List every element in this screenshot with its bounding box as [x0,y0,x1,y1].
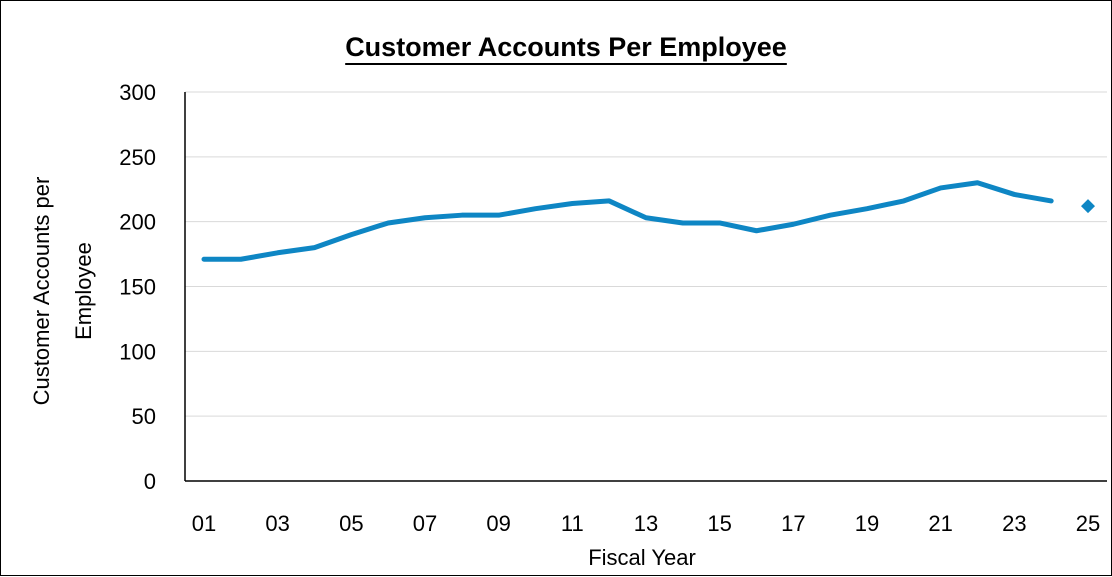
y-tick-label: 200 [119,210,156,235]
x-axis-ticks: 01 03 05 07 09 11 13 15 17 19 21 23 25 [192,511,1100,536]
y-tick-label: 50 [132,404,156,429]
series-layer [201,180,1095,262]
y-axis-title-line-2: Employee [71,242,96,340]
x-tick-label: 23 [1002,511,1026,536]
y-axis-ticks: 0 50 100 150 200 250 300 [119,80,156,494]
y-tick-label: 0 [144,469,156,494]
x-tick-label: 03 [265,511,289,536]
y-tick-label: 100 [119,339,156,364]
x-tick-label: 15 [707,511,731,536]
series-line [201,180,1054,262]
x-axis-title: Fiscal Year [588,545,696,570]
x-tick-label: 17 [781,511,805,536]
x-tick-label: 05 [339,511,363,536]
y-tick-label: 150 [119,275,156,300]
x-tick-label: 21 [928,511,952,536]
x-tick-label: 25 [1076,511,1100,536]
x-tick-label: 07 [413,511,437,536]
x-tick-label: 09 [486,511,510,536]
y-axis-title: Customer Accounts per Employee [29,177,96,406]
x-tick-label: 01 [192,511,216,536]
chart-title: Customer Accounts Per Employee [345,32,787,62]
gridlines [185,91,1107,482]
x-tick-label: 13 [634,511,658,536]
y-tick-label: 300 [119,80,156,105]
y-axis-title-line-1: Customer Accounts per [29,177,54,406]
x-tick-label: 11 [561,511,584,536]
data-point-diamond [1081,199,1095,214]
y-tick-label: 250 [119,145,156,170]
x-tick-label: 19 [855,511,879,536]
